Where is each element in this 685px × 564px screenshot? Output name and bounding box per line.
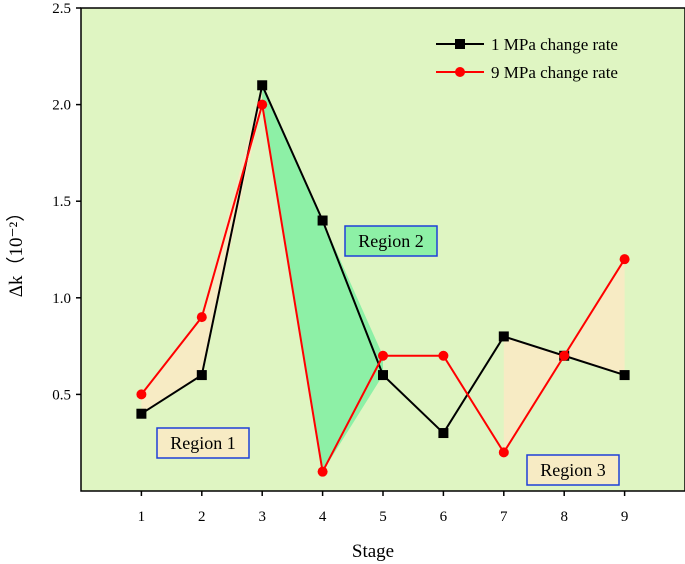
- data-point: [317, 466, 328, 477]
- data-point: [196, 312, 207, 323]
- data-point: [378, 370, 388, 381]
- legend-marker: [455, 39, 465, 49]
- legend-label: 9 MPa change rate: [491, 63, 618, 82]
- data-point: [136, 389, 147, 400]
- series-layer: [136, 80, 630, 477]
- data-point: [559, 350, 570, 361]
- x-tick-label: 6: [440, 509, 448, 525]
- data-point: [438, 428, 449, 439]
- x-tick-label: 2: [198, 509, 206, 525]
- y-tick-label: 1.0: [52, 291, 71, 307]
- legend-marker: [455, 67, 465, 77]
- region-label-box: [156, 427, 250, 459]
- data-point: [498, 331, 509, 342]
- data-point: [498, 447, 509, 458]
- x-tick-label: 5: [379, 509, 387, 525]
- axes-layer: 1 2 3 4 5 6 7 8 9 0.5 1.0 1.5 2.0 2.5: [52, 1, 685, 525]
- data-point: [257, 80, 268, 91]
- region-label: Region 3: [540, 460, 606, 480]
- region-label-box: [344, 225, 438, 257]
- x-tick-label: 1: [138, 509, 146, 525]
- data-point: [619, 254, 630, 265]
- region-labels-layer: Region 1 Region 2 Region 3: [156, 225, 620, 486]
- data-point: [378, 350, 388, 361]
- data-point: [317, 215, 328, 226]
- legend: 1 MPa change rate 9 MPa change rate: [436, 35, 618, 82]
- legend-label: 1 MPa change rate: [491, 35, 618, 54]
- data-point: [619, 370, 630, 381]
- region-label-box: [526, 454, 620, 486]
- region-shade: [141, 85, 263, 414]
- x-tick-label: 8: [560, 509, 568, 525]
- region-label: Region 2: [358, 231, 424, 251]
- y-tick-label: 2.0: [52, 98, 71, 114]
- x-tick-label: 4: [319, 509, 327, 525]
- y-tick-label: 1.5: [52, 194, 71, 210]
- x-axis-title: Stage: [352, 541, 394, 562]
- data-point: [196, 370, 207, 381]
- x-tick-label: 9: [621, 509, 629, 525]
- x-tick-label: 3: [258, 509, 266, 525]
- region-label: Region 1: [170, 433, 236, 453]
- x-tick-label: 7: [500, 509, 508, 525]
- y-tick-label: 0.5: [52, 387, 71, 403]
- region-shade: [262, 85, 383, 472]
- data-point: [257, 99, 268, 110]
- data-point: [136, 408, 147, 419]
- data-point: [438, 350, 449, 361]
- y-axis-title: Δk（10⁻²）: [5, 203, 27, 297]
- y-tick-label: 2.5: [52, 1, 71, 17]
